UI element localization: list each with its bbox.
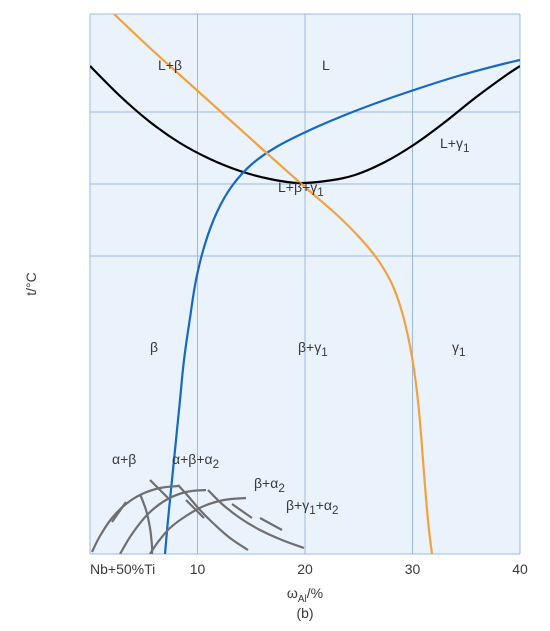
x-axis-label: ωAl/% [287, 585, 323, 605]
region-label: β [150, 340, 290, 364]
region-label: L+γ1 [440, 136, 550, 160]
x-tick-label: 10 [190, 561, 206, 577]
phase-diagram-svg: Nb+50%Ti 10 20 30 40 ωAl/%(b) t/°C L+β L L+γ1 L+β+… [0, 0, 550, 631]
region-label: β+γ1 [298, 340, 438, 364]
x-tick-label: 30 [405, 561, 421, 577]
figure-caption: (b) [296, 605, 313, 621]
x-tick-label: 20 [297, 561, 313, 577]
region-label: β+α2 [254, 476, 394, 500]
region-label: γ1 [452, 340, 550, 364]
x-tick-label: 40 [512, 561, 528, 577]
region-label: β+γ1+α2 [286, 498, 426, 522]
x-tick-label: Nb+50%Ti [90, 561, 155, 577]
y-axis-label: t/°C [23, 272, 39, 296]
region-label: α+β+α2 [172, 452, 312, 476]
region-label: L+β [158, 58, 298, 82]
phase-diagram-figure: Nb+50%Ti 10 20 30 40 ωAl/%(b) t/°C L+β L L+γ1 L+β+… [0, 0, 550, 631]
region-label: L [322, 58, 462, 82]
region-label: L+β+γ1 [278, 180, 418, 204]
